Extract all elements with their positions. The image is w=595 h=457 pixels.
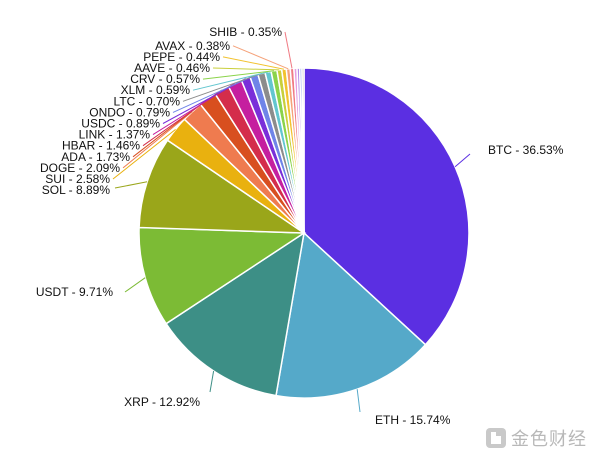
label-shib: SHIB - 0.35% xyxy=(209,25,282,39)
leader-doge xyxy=(122,111,193,169)
leader-xrp xyxy=(209,370,215,393)
label-leader-lines xyxy=(112,31,471,413)
leader-sui xyxy=(112,129,176,180)
label-xrp: XRP - 12.92% xyxy=(124,395,200,409)
label-avax: AVAX - 0.38% xyxy=(155,39,230,53)
label-aave: AAVE - 0.46% xyxy=(134,61,210,75)
label-doge: DOGE - 2.09% xyxy=(40,161,120,175)
slice-sol xyxy=(138,139,307,234)
label-sui: SUI - 2.58% xyxy=(45,172,110,186)
leader-xlm xyxy=(192,71,269,91)
pie-slices xyxy=(138,67,470,399)
label-sol: SOL - 8.89% xyxy=(42,183,111,197)
label-usdt: USDT - 9.71% xyxy=(36,285,113,299)
label-hbar: HBAR - 1.46% xyxy=(62,139,140,153)
label-ondo: ONDO - 0.79% xyxy=(89,105,170,119)
label-xlm: XLM - 0.59% xyxy=(121,83,191,97)
slice-unlabeled-22 xyxy=(301,67,305,234)
watermark-text: 金色财经 xyxy=(511,429,587,450)
label-usdc: USDC - 0.89% xyxy=(81,117,160,131)
slice-eth xyxy=(275,231,427,399)
leader-aave xyxy=(212,67,280,71)
leader-pepe xyxy=(222,56,285,70)
leader-ltc xyxy=(182,73,262,102)
leader-shib xyxy=(284,31,293,69)
slice-labels: BTC - 36.53% ETH - 15.74% XRP - 12.92% USDT… xyxy=(36,25,564,427)
slice-xrp xyxy=(165,231,306,397)
leader-sol xyxy=(114,181,148,189)
slice-btc xyxy=(303,67,470,346)
leader-eth xyxy=(356,389,361,413)
label-eth: ETH - 15.74% xyxy=(375,413,451,427)
leader-crv xyxy=(202,70,275,80)
watermark-logo-icon xyxy=(486,428,506,448)
label-pepe: PEPE - 0.44% xyxy=(143,50,220,64)
label-link: LINK - 1.37% xyxy=(79,128,151,142)
label-ltc: LTC - 0.70% xyxy=(114,94,181,108)
label-ada: ADA - 1.73% xyxy=(61,150,130,164)
label-crv: CRV - 0.57% xyxy=(130,72,200,86)
label-btc: BTC - 36.53% xyxy=(488,143,564,157)
leader-btc xyxy=(454,153,471,168)
watermark: 金色财经 xyxy=(485,425,587,451)
leader-usdt xyxy=(124,277,146,293)
leader-avax xyxy=(232,45,289,70)
leader-ondo xyxy=(172,75,255,113)
